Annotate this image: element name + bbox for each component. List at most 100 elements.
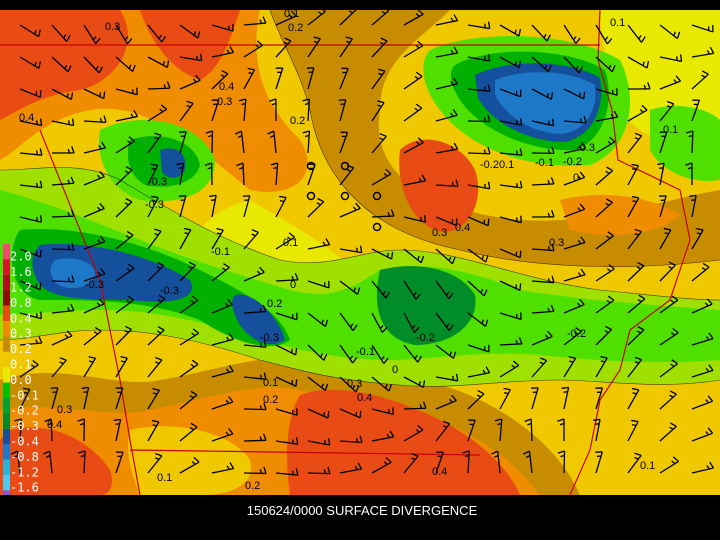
barb-flag [631, 195, 639, 199]
barb-flag [448, 292, 454, 300]
barb-flag [663, 227, 671, 231]
legend-label: 1.2 [10, 281, 32, 295]
barb-flag [152, 388, 160, 391]
barb-flag [494, 418, 502, 422]
barb-flag [606, 198, 613, 203]
barb-shaft [435, 376, 458, 382]
barb-shaft [595, 299, 615, 314]
barb-shaft [403, 312, 415, 333]
barb-flag [14, 418, 22, 422]
barb-flag [442, 425, 448, 428]
barb-flag [155, 356, 163, 361]
barb-flag [283, 41, 289, 45]
barb-flag [71, 146, 75, 154]
contour-label: 0.1 [283, 237, 298, 249]
barb-flag [580, 268, 586, 276]
barb-shaft [339, 99, 347, 122]
barb-flag [352, 206, 357, 211]
barb-flag [577, 175, 582, 180]
barb-shaft [595, 88, 618, 96]
barb-flag [606, 38, 613, 45]
barb-flag [322, 241, 326, 246]
barb-shaft [83, 147, 106, 154]
contour-label: 0.1 [640, 460, 655, 472]
barb-flag [262, 433, 267, 441]
barb-flag [453, 14, 459, 21]
barb-shaft [531, 88, 552, 100]
barb-shaft [531, 56, 549, 73]
barb-shaft [563, 450, 566, 474]
barb-shaft [691, 52, 714, 58]
barb-flag [67, 148, 71, 154]
barb-flag [59, 357, 67, 361]
barb-flag [226, 368, 230, 373]
barb-flag [348, 10, 354, 14]
barb-flag [547, 212, 551, 218]
barb-flag [124, 325, 132, 330]
contour-label: 0.1 [610, 17, 625, 29]
barb-flag [126, 38, 133, 45]
barb-shaft [627, 109, 648, 122]
barb-shaft [19, 216, 42, 223]
barb-flag [124, 330, 129, 334]
barb-flag [451, 394, 457, 402]
barb-flag [356, 287, 361, 295]
barb-shaft [691, 100, 701, 122]
legend-swatch [3, 244, 10, 260]
barb-shaft [211, 266, 230, 282]
barb-shaft [147, 421, 160, 442]
barb-shaft [275, 472, 298, 476]
barb-flag [417, 40, 424, 47]
barb-flag [67, 306, 71, 312]
barb-shaft [531, 248, 554, 252]
barb-flag [284, 37, 292, 42]
barb-shaft [531, 310, 554, 314]
barb-flag [666, 105, 672, 108]
barb-shaft [467, 152, 491, 155]
barb-flag [464, 454, 470, 458]
barb-flag [191, 332, 196, 337]
barb-flag [415, 44, 420, 49]
barb-flag [417, 255, 420, 261]
barb-shaft [19, 152, 42, 156]
barb-flag [519, 283, 522, 291]
barb-shaft [147, 389, 160, 410]
barb-shaft [211, 99, 220, 122]
barb-shaft [211, 338, 234, 346]
barb-shaft [50, 418, 53, 442]
barb-flag [259, 469, 263, 474]
barb-flag [128, 64, 132, 69]
barb-shaft [307, 38, 321, 58]
barb-flag [255, 44, 260, 49]
legend-label: 0.2 [10, 342, 32, 356]
barb-shaft [115, 56, 133, 72]
barb-flag [580, 236, 586, 243]
barb-shaft [595, 24, 608, 45]
barb-flag [487, 218, 490, 226]
barb-flag [550, 304, 555, 312]
barb-shaft [179, 102, 194, 122]
barb-flag [647, 82, 651, 90]
barb-shaft [371, 436, 394, 442]
barb-flag [577, 240, 582, 245]
barb-flag [10, 450, 18, 455]
barb-shaft [467, 184, 490, 190]
barb-flag [637, 298, 642, 303]
barb-shaft [147, 230, 162, 250]
barb-flag [544, 64, 548, 69]
barb-shaft [371, 408, 394, 416]
barb-flag [270, 162, 278, 166]
barb-shaft [339, 132, 349, 154]
barb-flag [40, 118, 43, 126]
barb-flag [259, 307, 263, 313]
barb-flag [263, 402, 267, 410]
barb-flag [481, 319, 484, 324]
barb-shaft [179, 363, 199, 378]
barb-shaft [211, 195, 217, 218]
barb-flag [583, 91, 586, 99]
barb-flag [579, 203, 586, 210]
barb-shaft [307, 99, 310, 122]
barb-shaft [211, 51, 234, 58]
barb-flag [127, 140, 132, 145]
barb-shaft [339, 440, 362, 444]
